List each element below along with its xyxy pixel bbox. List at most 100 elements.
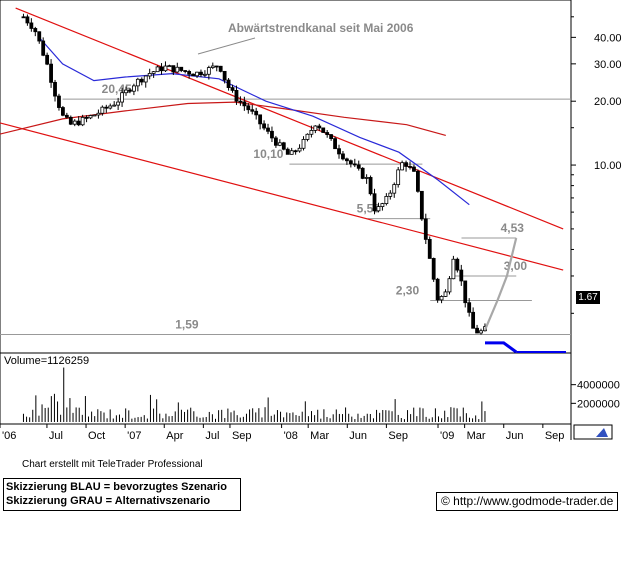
channel-lower-line bbox=[0, 122, 564, 271]
candle-body bbox=[321, 127, 326, 133]
x-tick-label: '08 bbox=[284, 430, 298, 442]
x-tick-label: Sep bbox=[545, 430, 565, 442]
candle-body bbox=[368, 177, 373, 195]
candle-body bbox=[301, 139, 306, 149]
candle-body bbox=[128, 89, 132, 92]
x-tick-label: '07 bbox=[127, 430, 141, 442]
legend-grey: Skizzierung GRAU = Alternativszenario bbox=[6, 495, 211, 507]
x-tick-label: Jun bbox=[506, 430, 524, 442]
candle-body bbox=[64, 114, 69, 118]
moving-average-short bbox=[38, 37, 470, 206]
scenario-grey-path bbox=[483, 237, 518, 331]
candle-body bbox=[92, 114, 97, 117]
candle-body bbox=[139, 78, 144, 83]
candle-body bbox=[356, 164, 361, 169]
scenario-legend: Skizzierung BLAU = bevorzugtes Szenario … bbox=[3, 478, 241, 511]
candle-body bbox=[451, 258, 456, 280]
candle-body bbox=[337, 148, 341, 155]
candle-body bbox=[72, 120, 77, 125]
candle-body bbox=[112, 104, 117, 107]
candle-body bbox=[281, 142, 286, 150]
channel-upper-line bbox=[15, 7, 564, 230]
level-label: 4,53 bbox=[501, 221, 525, 235]
candle-body bbox=[242, 101, 247, 107]
candle-body bbox=[29, 22, 34, 29]
x-tick-label: '06 bbox=[2, 430, 16, 442]
candle-body bbox=[475, 327, 479, 334]
candle-body bbox=[467, 302, 472, 313]
candle-body bbox=[135, 78, 140, 87]
candle-body bbox=[297, 147, 302, 152]
candle-body bbox=[443, 291, 448, 297]
x-tick-label: Sep bbox=[388, 430, 408, 442]
candle-body bbox=[124, 89, 128, 94]
candle-body bbox=[392, 184, 397, 194]
candle-body bbox=[84, 116, 89, 119]
x-tick-label: Apr bbox=[166, 430, 183, 442]
candle-body bbox=[396, 169, 401, 186]
candle-body bbox=[372, 193, 377, 212]
scenario-blue-path bbox=[485, 341, 518, 354]
candle-body bbox=[88, 115, 93, 119]
x-tick-label: Jun bbox=[349, 430, 367, 442]
legend-blue: Skizzierung BLAU = bevorzugtes Szenario bbox=[6, 481, 227, 493]
candle-body bbox=[455, 258, 460, 271]
last-price-badge: 1.67 bbox=[576, 291, 600, 304]
candle-body bbox=[155, 66, 160, 73]
candle-body bbox=[364, 177, 369, 179]
candle-body bbox=[285, 148, 290, 155]
candle-body bbox=[45, 54, 50, 65]
candle-body bbox=[333, 138, 337, 150]
candle-body bbox=[183, 70, 188, 72]
candle-body bbox=[258, 114, 263, 125]
x-tick-label: Mar bbox=[310, 430, 329, 442]
candle-body bbox=[53, 81, 57, 97]
x-tick-label: Oct bbox=[88, 430, 105, 442]
candle-body bbox=[254, 110, 259, 116]
candle-body bbox=[159, 66, 164, 72]
candle-body bbox=[57, 95, 61, 108]
candle-body bbox=[191, 73, 195, 77]
candle-body bbox=[171, 65, 176, 73]
volume-tick-label: 4000000 bbox=[577, 380, 620, 392]
candle-body bbox=[277, 142, 282, 146]
candle-body bbox=[262, 123, 266, 129]
candle-body bbox=[76, 120, 81, 126]
candle-body bbox=[132, 85, 136, 92]
candle-body bbox=[459, 269, 464, 282]
candle-body bbox=[293, 150, 298, 153]
candle-body bbox=[116, 101, 121, 106]
candle-body bbox=[234, 89, 239, 102]
candle-body bbox=[230, 87, 235, 91]
candle-body bbox=[270, 130, 274, 139]
level-label: 2,30 bbox=[396, 283, 420, 297]
candle-body bbox=[274, 137, 278, 146]
candle-body bbox=[41, 40, 46, 56]
candle-body bbox=[61, 107, 65, 116]
candle-body bbox=[33, 28, 38, 33]
candle-body bbox=[345, 158, 349, 162]
candle-body bbox=[195, 71, 199, 77]
candle-body bbox=[167, 65, 172, 68]
candle-body bbox=[120, 92, 124, 103]
candle-body bbox=[360, 167, 365, 179]
candle-body bbox=[388, 192, 393, 197]
candle-body bbox=[479, 330, 483, 334]
candle-body bbox=[419, 190, 424, 220]
candle-body bbox=[108, 105, 113, 109]
x-tick-label: Mar bbox=[467, 430, 486, 442]
source-link[interactable]: © http://www.godmode-trader.de bbox=[436, 492, 619, 511]
candle-body bbox=[68, 116, 73, 125]
candle-body bbox=[222, 70, 227, 81]
candle-body bbox=[266, 127, 270, 132]
candle-body bbox=[25, 16, 30, 24]
candle-body bbox=[439, 296, 444, 301]
annotation-pointer bbox=[197, 37, 256, 55]
candle-body bbox=[447, 278, 452, 293]
zoom-tool-icon[interactable] bbox=[596, 428, 608, 437]
candle-body bbox=[210, 65, 215, 68]
candle-body bbox=[348, 160, 353, 165]
candle-body bbox=[305, 133, 310, 140]
candle-body bbox=[325, 132, 330, 136]
